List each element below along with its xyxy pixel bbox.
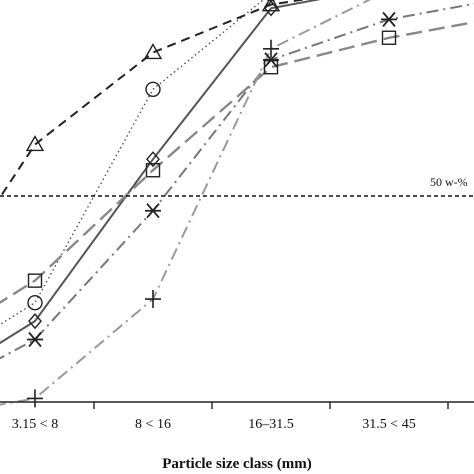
marker-square-2 — [145, 163, 161, 178]
marker-triangle-2 — [143, 43, 163, 60]
marker-diamond-2 — [146, 151, 160, 168]
marker-diamond-3 — [264, 0, 278, 17]
marker-triangle-3 — [261, 0, 281, 12]
marker-star-4 — [381, 11, 397, 27]
marker-triangle-1 — [25, 135, 45, 152]
series-line-plus — [0, 0, 372, 406]
marker-square-1 — [27, 273, 43, 288]
x-axis-tick-labels: 3.15 < 8 8 < 16 16–31.5 31.5 < 45 — [12, 417, 416, 432]
x-tick-label-1: 3.15 < 8 — [12, 417, 58, 432]
marker-diamond-1 — [28, 313, 42, 330]
x-axis-title: Particle size class (mm) — [162, 456, 312, 472]
x-axis-ticks — [93, 402, 449, 409]
series-line-diamond — [0, 0, 321, 345]
marker-plus-3 — [263, 39, 279, 58]
marker-circle-2 — [145, 81, 161, 97]
series-lines — [0, 0, 474, 406]
x-tick-label-4: 31.5 < 45 — [362, 417, 415, 432]
marker-plus-2 — [145, 290, 161, 309]
series-line-square — [0, 20, 474, 304]
marker-square-4 — [381, 30, 397, 45]
reference-line-label: 50 w-% — [430, 175, 468, 189]
series-line-triangle — [0, 0, 307, 200]
series-markers — [25, 0, 397, 408]
marker-star-3 — [263, 52, 279, 68]
marker-plus-1 — [27, 389, 43, 408]
x-tick-label-2: 8 < 16 — [135, 417, 171, 432]
marker-star-1 — [27, 331, 43, 348]
marker-circle-1 — [27, 295, 43, 311]
series-line-circle — [0, 0, 265, 326]
x-tick-label-3: 16–31.5 — [248, 417, 294, 432]
marker-star-2 — [145, 203, 161, 219]
series-line-star — [0, 2, 474, 360]
